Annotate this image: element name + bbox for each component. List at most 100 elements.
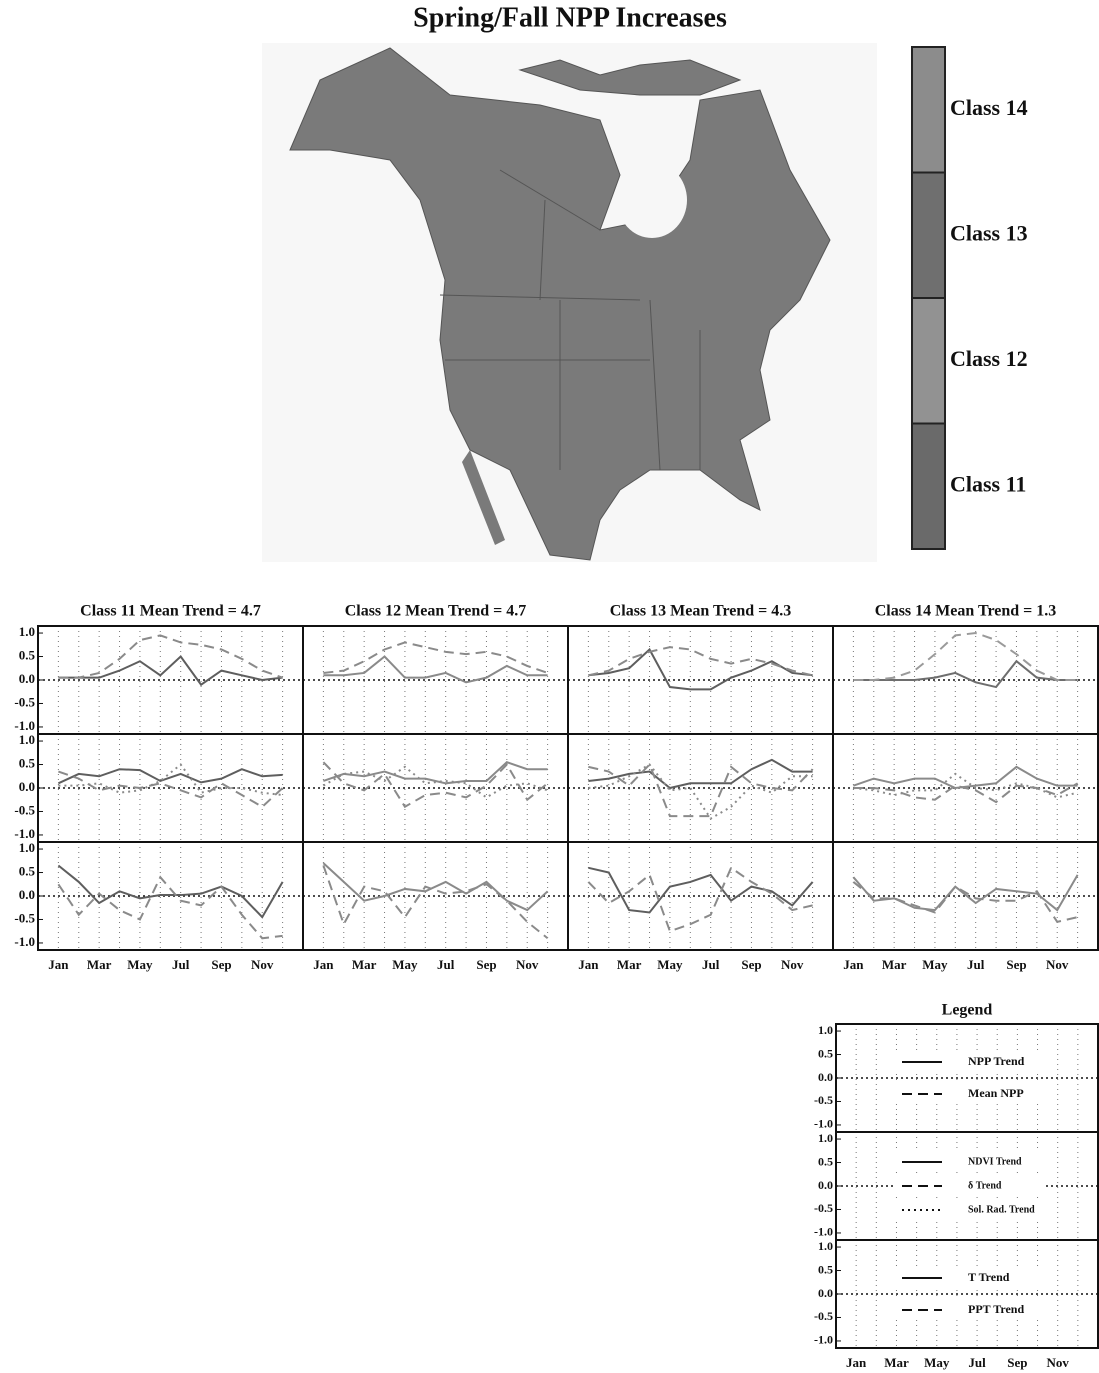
x-tick-label: May: [392, 957, 418, 972]
x-tick-label: Mar: [882, 957, 907, 972]
y-tick-label: 0.0: [19, 779, 35, 794]
data-line: [853, 774, 1077, 797]
page: Spring/Fall NPP Increases Class 14 Class …: [0, 0, 1099, 1373]
y-tick-label: -0.5: [814, 1309, 833, 1323]
x-tick-label: Nov: [781, 957, 804, 972]
legend-label: Sol. Rad. Trend: [968, 1204, 1035, 1215]
data-line: [323, 767, 547, 798]
panel-title: Class 12 Mean Trend = 4.7: [345, 603, 527, 620]
data-line: [853, 882, 1077, 922]
x-tick-label: Jan: [313, 957, 334, 972]
y-tick-label: 0.0: [818, 1286, 833, 1300]
legend-title: Legend: [942, 1002, 993, 1019]
y-tick-label: -0.5: [14, 802, 35, 817]
x-tick-label: May: [922, 957, 948, 972]
x-tick-label: Jan: [846, 1355, 867, 1370]
data-line: [588, 760, 812, 788]
data-line: [853, 633, 1077, 680]
data-line: [588, 765, 812, 817]
data-line: [323, 762, 547, 807]
y-tick-label: 0.5: [19, 864, 36, 879]
data-line: [323, 863, 547, 910]
x-tick-label: Mar: [884, 1355, 909, 1370]
data-line: [588, 765, 812, 819]
x-tick-label: Sep: [741, 957, 761, 972]
x-tick-label: Nov: [1046, 957, 1069, 972]
figure: Spring/Fall NPP Increases Class 14 Class …: [0, 0, 1099, 1373]
figure-title: Spring/Fall NPP Increases: [413, 2, 727, 33]
y-tick-label: -1.0: [814, 1333, 833, 1347]
y-tick-label: 0.5: [818, 1154, 833, 1168]
x-tick-label: Sep: [476, 957, 496, 972]
colorbar-swatch: [912, 424, 945, 550]
y-tick-label: -1.0: [814, 1117, 833, 1131]
hudson-bay: [617, 162, 687, 238]
colorbar-label: Class 11: [950, 471, 1026, 496]
x-tick-label: Sep: [1007, 1355, 1027, 1370]
y-tick-label: 0.5: [818, 1046, 833, 1060]
y-tick-label: -0.5: [14, 694, 35, 709]
x-tick-label: Jul: [968, 1355, 986, 1370]
x-tick-label: Jan: [48, 957, 69, 972]
legend-label: δ Trend: [968, 1180, 1002, 1191]
y-tick-label: -0.5: [814, 1093, 833, 1107]
y-tick-label: -1.0: [14, 718, 35, 733]
colorbar-label: Class 12: [950, 346, 1028, 371]
y-tick-label: 0.5: [19, 756, 36, 771]
x-tick-label: May: [924, 1355, 950, 1370]
data-line: [588, 649, 812, 689]
colorbar-swatch: [912, 298, 945, 424]
x-tick-label: Mar: [352, 957, 377, 972]
legend-label: NPP Trend: [968, 1054, 1025, 1068]
colorbar-label: Class 14: [950, 95, 1028, 120]
y-tick-label: 0.0: [818, 1070, 833, 1084]
x-tick-label: Jul: [967, 957, 985, 972]
y-tick-label: -0.5: [14, 910, 35, 925]
y-tick-label: 1.0: [19, 624, 35, 639]
y-tick-label: 1.0: [818, 1131, 833, 1145]
y-tick-label: 1.0: [19, 840, 35, 855]
y-tick-label: -0.5: [814, 1201, 833, 1215]
colorbar-swatch: [912, 173, 945, 299]
x-tick-label: Nov: [516, 957, 539, 972]
x-tick-label: Jan: [578, 957, 599, 972]
x-tick-label: Sep: [211, 957, 231, 972]
y-tick-label: 1.0: [19, 732, 35, 747]
x-tick-label: May: [657, 957, 683, 972]
y-tick-label: 1.0: [818, 1023, 833, 1037]
y-tick-label: 0.0: [19, 671, 35, 686]
x-tick-label: May: [127, 957, 153, 972]
data-line: [588, 868, 812, 913]
y-tick-label: 0.0: [19, 887, 35, 902]
panel-title: Class 14 Mean Trend = 1.3: [875, 603, 1057, 620]
x-tick-label: Mar: [87, 957, 112, 972]
x-tick-label: Jul: [702, 957, 720, 972]
data-line: [588, 647, 812, 675]
x-tick-label: Mar: [617, 957, 642, 972]
x-tick-label: Nov: [251, 957, 274, 972]
map: [262, 43, 877, 562]
x-tick-label: Sep: [1006, 957, 1026, 972]
y-tick-label: -1.0: [14, 826, 35, 841]
colorbar-swatch: [912, 47, 945, 173]
data-line: [58, 769, 282, 783]
data-line: [853, 767, 1077, 788]
data-line: [323, 865, 547, 938]
legend-label: PPT Trend: [968, 1302, 1024, 1316]
x-tick-label: Nov: [1046, 1355, 1069, 1370]
data-line: [58, 635, 282, 677]
legend-label: NDVI Trend: [968, 1156, 1022, 1167]
y-tick-label: 0.5: [818, 1262, 833, 1276]
legend-label: Mean NPP: [968, 1086, 1024, 1100]
x-tick-label: Jan: [843, 957, 864, 972]
y-tick-label: -1.0: [14, 934, 35, 949]
y-tick-label: -1.0: [814, 1225, 833, 1239]
y-tick-label: 1.0: [818, 1239, 833, 1253]
x-tick-label: Jul: [437, 957, 455, 972]
legend-label: T Trend: [968, 1270, 1010, 1284]
data-line: [58, 877, 282, 938]
data-line: [58, 865, 282, 917]
panel-title: Class 13 Mean Trend = 4.3: [610, 603, 792, 620]
colorbar-label: Class 13: [950, 220, 1028, 245]
x-tick-label: Jul: [172, 957, 190, 972]
